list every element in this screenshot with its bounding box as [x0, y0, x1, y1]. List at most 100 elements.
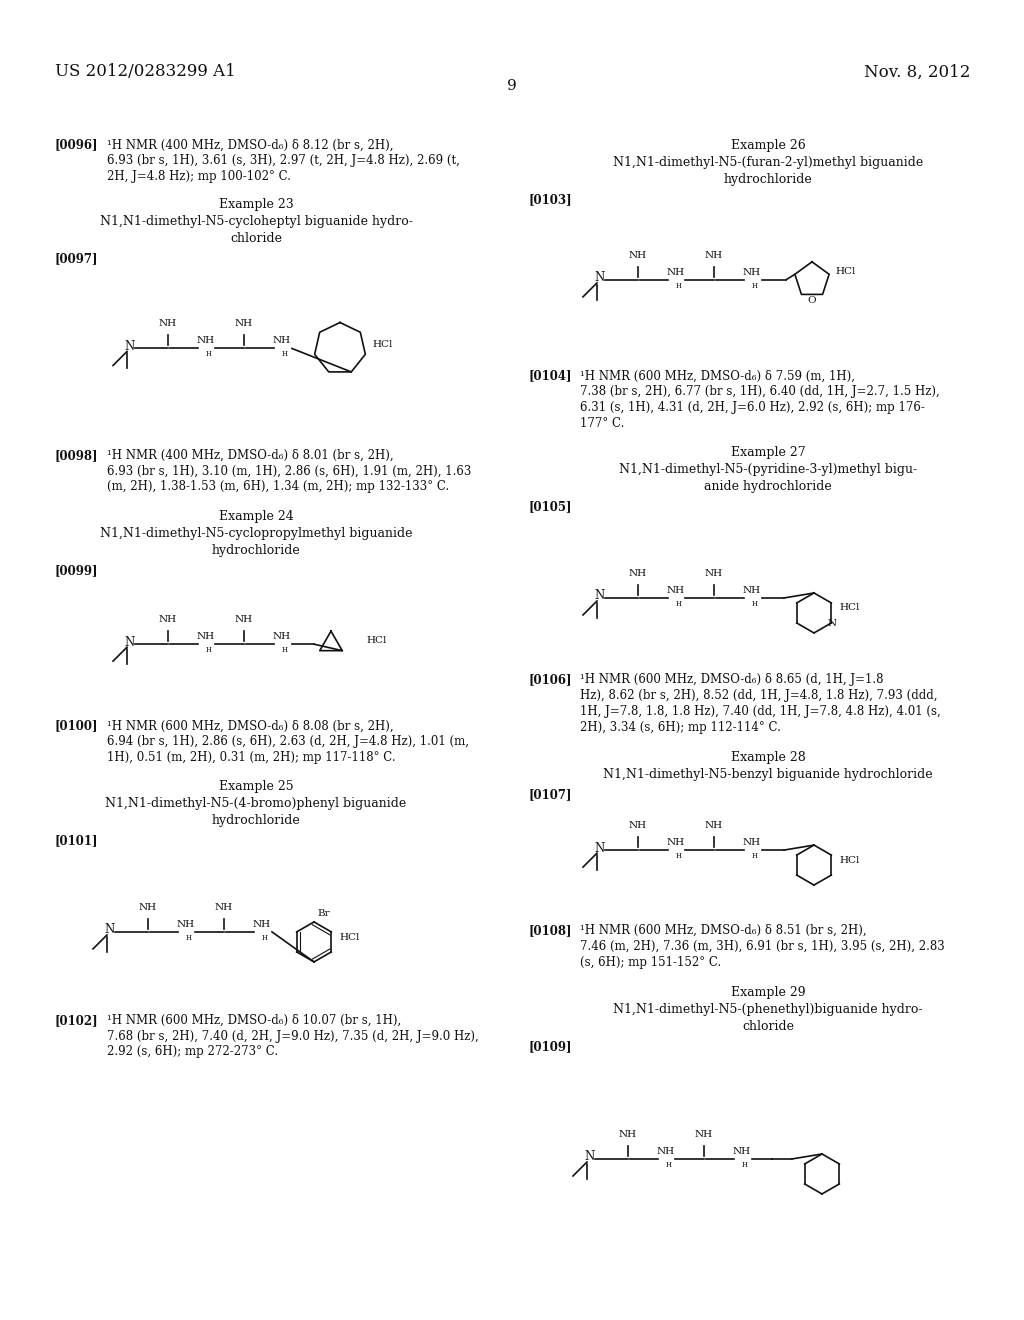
Text: 7.46 (m, 2H), 7.36 (m, 3H), 6.91 (br s, 1H), 3.95 (s, 2H), 2.83: 7.46 (m, 2H), 7.36 (m, 3H), 6.91 (br s, …	[580, 940, 945, 953]
Text: NH: NH	[215, 903, 233, 912]
Text: chloride: chloride	[230, 232, 282, 246]
Text: NH: NH	[197, 632, 215, 642]
Text: HCl: HCl	[835, 268, 855, 276]
Text: H: H	[262, 935, 268, 942]
Text: Example 27: Example 27	[731, 446, 805, 459]
Text: Example 24: Example 24	[219, 510, 293, 523]
Text: N: N	[595, 272, 605, 284]
Text: H: H	[676, 601, 682, 609]
Text: 2H), 3.34 (s, 6H); mp 112-114° C.: 2H), 3.34 (s, 6H); mp 112-114° C.	[580, 721, 781, 734]
Text: 2.92 (s, 6H); mp 272-273° C.: 2.92 (s, 6H); mp 272-273° C.	[106, 1045, 279, 1059]
Text: [0101]: [0101]	[55, 834, 98, 847]
Text: NH: NH	[667, 586, 685, 595]
Text: NH: NH	[197, 337, 215, 346]
Text: H: H	[752, 853, 758, 861]
Text: NH: NH	[629, 569, 647, 578]
Text: NH: NH	[273, 337, 291, 346]
Text: H: H	[666, 1162, 672, 1170]
Text: NH: NH	[139, 903, 157, 912]
Text: ¹H NMR (600 MHz, DMSO-d₆) δ 7.59 (m, 1H),: ¹H NMR (600 MHz, DMSO-d₆) δ 7.59 (m, 1H)…	[580, 370, 855, 383]
Text: N1,N1-dimethyl-N5-cycloheptyl biguanide hydro-: N1,N1-dimethyl-N5-cycloheptyl biguanide …	[99, 215, 413, 228]
Text: NH: NH	[234, 319, 253, 329]
Text: 6.31 (s, 1H), 4.31 (d, 2H, J=6.0 Hz), 2.92 (s, 6H); mp 176-: 6.31 (s, 1H), 4.31 (d, 2H, J=6.0 Hz), 2.…	[580, 401, 925, 414]
Text: N1,N1-dimethyl-N5-benzyl biguanide hydrochloride: N1,N1-dimethyl-N5-benzyl biguanide hydro…	[603, 768, 933, 781]
Text: NH: NH	[743, 268, 761, 277]
Text: 1H, J=7.8, 1.8, 1.8 Hz), 7.40 (dd, 1H, J=7.8, 4.8 Hz), 4.01 (s,: 1H, J=7.8, 1.8, 1.8 Hz), 7.40 (dd, 1H, J…	[580, 705, 941, 718]
Text: chloride: chloride	[742, 1020, 794, 1034]
Text: NH: NH	[657, 1147, 675, 1156]
Text: Example 25: Example 25	[219, 780, 293, 793]
Text: H: H	[676, 282, 682, 290]
Text: NH: NH	[695, 1130, 713, 1139]
Text: 177° C.: 177° C.	[580, 417, 625, 430]
Text: NH: NH	[667, 838, 685, 847]
Text: US 2012/0283299 A1: US 2012/0283299 A1	[55, 63, 236, 81]
Text: [0107]: [0107]	[528, 788, 571, 801]
Text: (m, 2H), 1.38-1.53 (m, 6H), 1.34 (m, 2H); mp 132-133° C.: (m, 2H), 1.38-1.53 (m, 6H), 1.34 (m, 2H)…	[106, 480, 450, 494]
Text: H: H	[742, 1162, 748, 1170]
Text: [0103]: [0103]	[528, 193, 571, 206]
Text: [0099]: [0099]	[55, 564, 98, 577]
Text: 7.68 (br s, 2H), 7.40 (d, 2H, J=9.0 Hz), 7.35 (d, 2H, J=9.0 Hz),: 7.68 (br s, 2H), 7.40 (d, 2H, J=9.0 Hz),…	[106, 1030, 479, 1043]
Text: [0100]: [0100]	[55, 719, 98, 733]
Text: H: H	[206, 351, 212, 359]
Text: ¹H NMR (600 MHz, DMSO-d₆) δ 8.65 (d, 1H, J=1.8: ¹H NMR (600 MHz, DMSO-d₆) δ 8.65 (d, 1H,…	[580, 673, 884, 686]
Text: Example 28: Example 28	[731, 751, 805, 764]
Text: [0109]: [0109]	[528, 1040, 571, 1053]
Text: Example 29: Example 29	[731, 986, 805, 999]
Text: 2H, J=4.8 Hz); mp 100-102° C.: 2H, J=4.8 Hz); mp 100-102° C.	[106, 170, 291, 183]
Text: NH: NH	[667, 268, 685, 277]
Text: NH: NH	[273, 632, 291, 642]
Text: Example 23: Example 23	[219, 198, 293, 211]
Text: N: N	[827, 619, 837, 628]
Text: anide hydrochloride: anide hydrochloride	[705, 480, 831, 494]
Text: N1,N1-dimethyl-N5-(phenethyl)biguanide hydro-: N1,N1-dimethyl-N5-(phenethyl)biguanide h…	[613, 1003, 923, 1016]
Text: N: N	[585, 1151, 595, 1163]
Text: N1,N1-dimethyl-N5-(pyridine-3-yl)methyl bigu-: N1,N1-dimethyl-N5-(pyridine-3-yl)methyl …	[618, 463, 918, 477]
Text: 6.93 (br s, 1H), 3.10 (m, 1H), 2.86 (s, 6H), 1.91 (m, 2H), 1.63: 6.93 (br s, 1H), 3.10 (m, 1H), 2.86 (s, …	[106, 465, 471, 478]
Text: HCl: HCl	[839, 855, 859, 865]
Text: [0104]: [0104]	[528, 370, 571, 383]
Text: N: N	[125, 636, 135, 648]
Text: N: N	[104, 924, 115, 936]
Text: NH: NH	[743, 586, 761, 595]
Text: ¹H NMR (400 MHz, DMSO-d₆) δ 8.12 (br s, 2H),: ¹H NMR (400 MHz, DMSO-d₆) δ 8.12 (br s, …	[106, 139, 393, 152]
Text: N: N	[125, 341, 135, 352]
Text: NH: NH	[733, 1147, 751, 1156]
Text: N1,N1-dimethyl-N5-(furan-2-yl)methyl biguanide: N1,N1-dimethyl-N5-(furan-2-yl)methyl big…	[613, 156, 923, 169]
Text: [0108]: [0108]	[528, 924, 571, 937]
Text: [0096]: [0096]	[55, 139, 98, 152]
Text: H: H	[282, 647, 288, 655]
Text: NH: NH	[705, 569, 723, 578]
Text: O: O	[808, 297, 816, 305]
Text: H: H	[186, 935, 193, 942]
Text: NH: NH	[743, 838, 761, 847]
Text: NH: NH	[629, 251, 647, 260]
Text: 9: 9	[507, 79, 517, 94]
Text: 1H), 0.51 (m, 2H), 0.31 (m, 2H); mp 117-118° C.: 1H), 0.51 (m, 2H), 0.31 (m, 2H); mp 117-…	[106, 751, 395, 764]
Text: 6.93 (br s, 1H), 3.61 (s, 3H), 2.97 (t, 2H, J=4.8 Hz), 2.69 (t,: 6.93 (br s, 1H), 3.61 (s, 3H), 2.97 (t, …	[106, 154, 460, 168]
Text: HCl: HCl	[339, 933, 359, 942]
Text: NH: NH	[159, 319, 177, 329]
Text: ¹H NMR (600 MHz, DMSO-d₆) δ 10.07 (br s, 1H),: ¹H NMR (600 MHz, DMSO-d₆) δ 10.07 (br s,…	[106, 1014, 401, 1027]
Text: [0097]: [0097]	[55, 252, 98, 265]
Text: [0102]: [0102]	[55, 1014, 98, 1027]
Text: HCl: HCl	[372, 341, 392, 348]
Text: ¹H NMR (600 MHz, DMSO-d₆) δ 8.08 (br s, 2H),: ¹H NMR (600 MHz, DMSO-d₆) δ 8.08 (br s, …	[106, 719, 393, 733]
Text: N1,N1-dimethyl-N5-(4-bromo)phenyl biguanide: N1,N1-dimethyl-N5-(4-bromo)phenyl biguan…	[105, 797, 407, 810]
Text: H: H	[752, 601, 758, 609]
Text: ¹H NMR (400 MHz, DMSO-d₆) δ 8.01 (br s, 2H),: ¹H NMR (400 MHz, DMSO-d₆) δ 8.01 (br s, …	[106, 449, 393, 462]
Text: hydrochloride: hydrochloride	[724, 173, 812, 186]
Text: H: H	[206, 647, 212, 655]
Text: HCl: HCl	[366, 636, 386, 644]
Text: [0105]: [0105]	[528, 500, 571, 513]
Text: H: H	[282, 351, 288, 359]
Text: N: N	[595, 842, 605, 854]
Text: 7.38 (br s, 2H), 6.77 (br s, 1H), 6.40 (dd, 1H, J=2.7, 1.5 Hz),: 7.38 (br s, 2H), 6.77 (br s, 1H), 6.40 (…	[580, 385, 940, 399]
Text: hydrochloride: hydrochloride	[212, 814, 300, 828]
Text: NH: NH	[618, 1130, 637, 1139]
Text: H: H	[752, 282, 758, 290]
Text: (s, 6H); mp 151-152° C.: (s, 6H); mp 151-152° C.	[580, 956, 721, 969]
Text: NH: NH	[234, 615, 253, 624]
Text: Nov. 8, 2012: Nov. 8, 2012	[863, 63, 970, 81]
